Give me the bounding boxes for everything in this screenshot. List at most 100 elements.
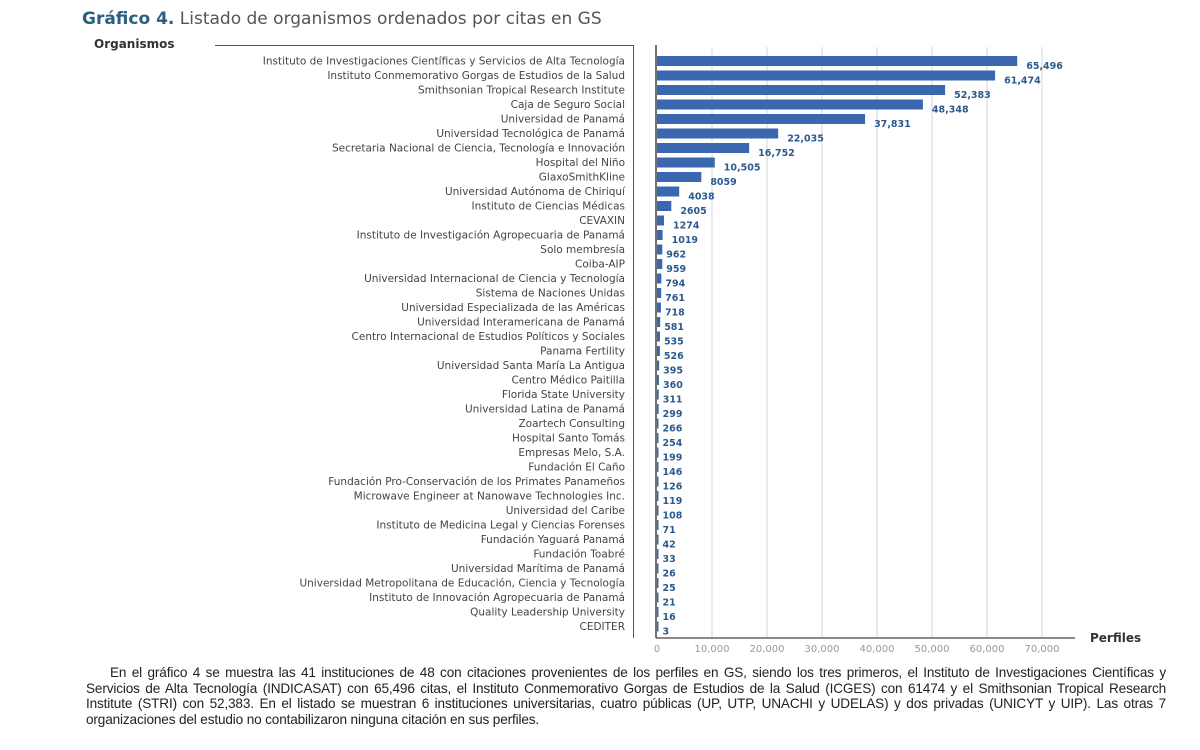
category-label: Solo membresía: [540, 244, 625, 256]
value-label: 126: [663, 482, 683, 493]
category-label: Hospital del Niño: [536, 157, 625, 169]
label-frame-divider: [633, 45, 634, 638]
bar: [657, 99, 923, 110]
value-label: 119: [663, 496, 683, 507]
category-label: Centro Médico Paitilla: [511, 375, 625, 387]
value-label: 37,831: [874, 119, 911, 130]
bar: [657, 172, 702, 182]
category-label: Instituto de Investigación Agropecuaria …: [357, 230, 625, 242]
value-label: 48,348: [932, 105, 969, 116]
value-label: 311: [663, 395, 683, 406]
bar: [657, 592, 659, 603]
chart-title-prefix: Gráfico 4.: [82, 9, 175, 29]
category-label: Universidad Autónoma de Chiriquí: [445, 186, 626, 198]
value-label: 761: [665, 293, 685, 304]
category-label: CEDITER: [580, 621, 626, 633]
category-label: Universidad del Caribe: [506, 505, 625, 517]
bar: [657, 578, 659, 588]
category-label: Universidad Santa María La Antigua: [437, 360, 625, 372]
bar: [657, 607, 659, 617]
bar: [657, 563, 659, 574]
category-label: Empresas Melo, S.A.: [518, 447, 625, 459]
bar: [657, 505, 659, 516]
category-label: Universidad Latina de Panamá: [465, 404, 625, 416]
value-label: 962: [666, 250, 686, 261]
category-label: Universidad Metropolitana de Educación, …: [299, 578, 625, 590]
bar: [657, 476, 659, 487]
bar: [657, 462, 659, 472]
category-label: Instituto de Investigaciones Científicas…: [263, 56, 625, 68]
bar: [657, 621, 659, 632]
value-label: 61,474: [1004, 76, 1041, 87]
category-label: Quality Leadership University: [470, 607, 625, 619]
bar: [657, 56, 1018, 66]
bar-chart: 0 10,000 20,000 30,000 40,000 50,000 60,000 70,…: [263, 45, 1141, 655]
category-label: Coiba-AIP: [575, 259, 625, 271]
category-label: Fundación Toabré: [533, 549, 625, 561]
value-label: 16: [663, 612, 677, 623]
bar: [657, 418, 659, 429]
value-label: 42: [663, 540, 676, 551]
x-axis-title: Perfiles: [1090, 631, 1141, 645]
bar: [657, 114, 866, 124]
value-label: 108: [663, 511, 683, 522]
value-label: 8059: [710, 177, 736, 188]
bar: [657, 433, 659, 443]
bar: [657, 70, 996, 81]
value-label: 26: [663, 569, 677, 580]
chart-title-text: Listado de organismos ordenados por cita…: [179, 9, 602, 29]
y-axis-title: Organismos: [94, 37, 175, 51]
value-label: 199: [663, 453, 683, 464]
category-label: Instituto de Innovación Agropecuaria de …: [369, 592, 625, 604]
value-label: 535: [664, 337, 684, 348]
bar: [657, 85, 946, 95]
bar: [657, 549, 659, 559]
bar: [657, 491, 659, 501]
bar: [657, 389, 659, 400]
category-label: Sistema de Naciones Unidas: [476, 288, 625, 300]
value-label: 52,383: [954, 90, 991, 101]
value-label: 299: [663, 409, 683, 420]
bar: [657, 288, 662, 298]
category-label: Instituto de Ciencias Médicas: [472, 201, 625, 213]
bar: [657, 201, 672, 211]
bar: [657, 230, 663, 240]
value-label: 65,496: [1026, 61, 1063, 72]
value-label: 526: [664, 351, 684, 362]
value-label: 360: [663, 380, 683, 391]
category-label: Universidad Internacional de Ciencia y T…: [364, 273, 625, 285]
category-label: Florida State University: [502, 389, 625, 401]
chart-title: Gráfico 4. Listado de organismos ordenad…: [82, 9, 602, 29]
category-label: Instituto Conmemorativo Gorgas de Estudi…: [327, 70, 625, 82]
category-label: Fundación El Caño: [528, 462, 625, 474]
value-label: 22,035: [787, 134, 824, 145]
value-label: 266: [663, 424, 683, 435]
bar: [657, 317, 661, 327]
value-label: 1274: [673, 221, 700, 232]
bar: [657, 534, 659, 545]
value-label: 25: [663, 583, 676, 594]
category-label: Universidad Marítima de Panamá: [451, 563, 625, 575]
value-label: 395: [663, 366, 683, 377]
bar: [657, 375, 659, 385]
value-label: 16,752: [758, 148, 795, 159]
value-label: 4038: [688, 192, 715, 203]
x-tick-label: 10,000: [695, 644, 730, 655]
value-label: 3: [663, 627, 670, 638]
bar: [657, 186, 680, 197]
category-label: Instituto de Medicina Legal y Ciencias F…: [376, 520, 625, 532]
x-tick-label: 20,000: [750, 644, 785, 655]
category-label: Universidad Tecnológica de Panamá: [436, 128, 625, 140]
value-label: 254: [663, 438, 683, 449]
value-label: 33: [663, 554, 676, 565]
value-label: 794: [665, 279, 685, 290]
x-tick-label: 30,000: [805, 644, 840, 655]
bar: [657, 346, 660, 356]
bar: [657, 157, 715, 168]
category-label: Smithsonian Tropical Research Institute: [418, 85, 625, 97]
value-label: 718: [665, 308, 685, 319]
value-label: 71: [663, 525, 676, 536]
bar: [657, 244, 663, 255]
bar: [657, 259, 663, 269]
body-paragraph: En el gráfico 4 se muestra las 41 instit…: [86, 665, 1166, 727]
